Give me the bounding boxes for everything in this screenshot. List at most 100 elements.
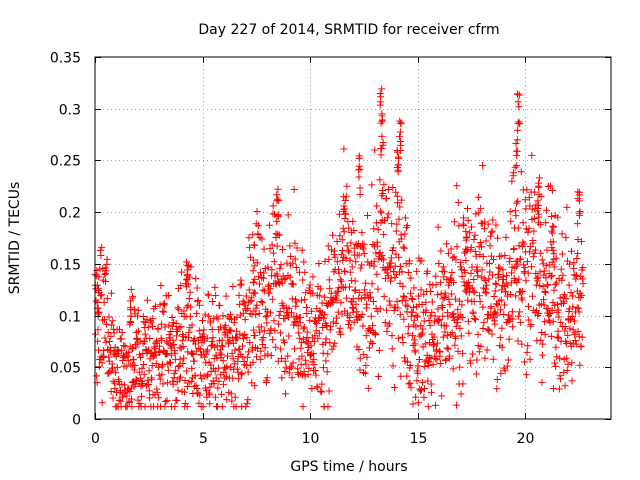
data-point (350, 226, 358, 234)
data-point (165, 321, 173, 329)
y-tick-label: 0.15 (50, 258, 81, 274)
data-point (214, 364, 222, 372)
data-point (522, 277, 530, 285)
data-point (535, 201, 543, 209)
data-point (295, 329, 303, 337)
data-point (489, 216, 497, 224)
data-point (419, 325, 427, 333)
data-point (576, 361, 584, 369)
data-point (547, 273, 555, 281)
data-point (549, 384, 557, 392)
data-point (339, 224, 347, 232)
data-point (378, 117, 386, 125)
data-point (227, 326, 235, 334)
data-point (337, 277, 345, 285)
data-point (566, 339, 574, 347)
data-point (255, 309, 263, 317)
data-point (546, 318, 554, 326)
data-point (379, 256, 387, 264)
data-point (363, 300, 371, 308)
data-point (178, 268, 186, 276)
data-point (446, 301, 454, 309)
data-point (355, 251, 363, 259)
data-point (208, 298, 216, 306)
data-point (136, 400, 144, 408)
data-point (477, 343, 485, 351)
data-point (532, 281, 540, 289)
data-point (411, 336, 419, 344)
data-point (573, 272, 581, 280)
data-point (108, 321, 116, 329)
data-point (484, 325, 492, 333)
data-point (458, 272, 466, 280)
data-point (299, 276, 307, 284)
data-point (468, 284, 476, 292)
data-point (208, 326, 216, 334)
data-point (408, 294, 416, 302)
data-point (519, 219, 527, 227)
data-point (369, 241, 377, 249)
data-point (425, 317, 433, 325)
data-point (128, 403, 136, 411)
data-point (421, 340, 429, 348)
chart-title: Day 227 of 2014, SRMTID for receiver cfr… (198, 22, 499, 38)
data-point (262, 313, 270, 321)
data-point (205, 391, 213, 399)
data-point (300, 323, 308, 331)
data-point (310, 361, 318, 369)
data-point (153, 388, 161, 396)
data-point (231, 393, 239, 401)
data-point (548, 227, 556, 235)
data-point (514, 197, 522, 205)
data-point (515, 275, 523, 283)
data-point (452, 334, 460, 342)
data-point (485, 275, 493, 283)
data-point (194, 297, 202, 305)
data-point (187, 378, 195, 386)
data-point (183, 261, 191, 269)
data-point (196, 301, 204, 309)
data-point (156, 349, 164, 357)
data-point (266, 285, 274, 293)
data-point (282, 390, 290, 398)
data-point (448, 329, 456, 337)
data-point (288, 295, 296, 303)
data-point (497, 252, 505, 260)
data-point (383, 327, 391, 335)
data-point (535, 213, 543, 221)
data-point (524, 303, 532, 311)
data-point (394, 304, 402, 312)
data-point (174, 362, 182, 370)
data-point (269, 202, 277, 210)
data-point (577, 237, 585, 245)
data-point (370, 225, 378, 233)
data-point (264, 263, 272, 271)
data-point (518, 296, 526, 304)
data-point (115, 347, 123, 355)
data-point (481, 288, 489, 296)
data-point (245, 286, 253, 294)
data-point (396, 311, 404, 319)
data-point (378, 145, 386, 153)
data-point (336, 232, 344, 240)
data-point (556, 372, 564, 380)
data-point (377, 93, 385, 101)
data-point (512, 292, 520, 300)
data-point (451, 341, 459, 349)
data-point (96, 247, 104, 255)
data-point (432, 281, 440, 289)
data-point (404, 330, 412, 338)
data-point (394, 168, 402, 176)
data-point (386, 301, 394, 309)
data-point (393, 220, 401, 228)
data-point (510, 245, 518, 253)
data-point (507, 217, 515, 225)
data-point (536, 268, 544, 276)
data-point (514, 337, 522, 345)
data-point (296, 334, 304, 342)
data-point (188, 365, 196, 373)
data-point (538, 256, 546, 264)
x-axis-label: GPS time / hours (290, 459, 407, 475)
data-point (575, 308, 583, 316)
data-point (361, 369, 369, 377)
